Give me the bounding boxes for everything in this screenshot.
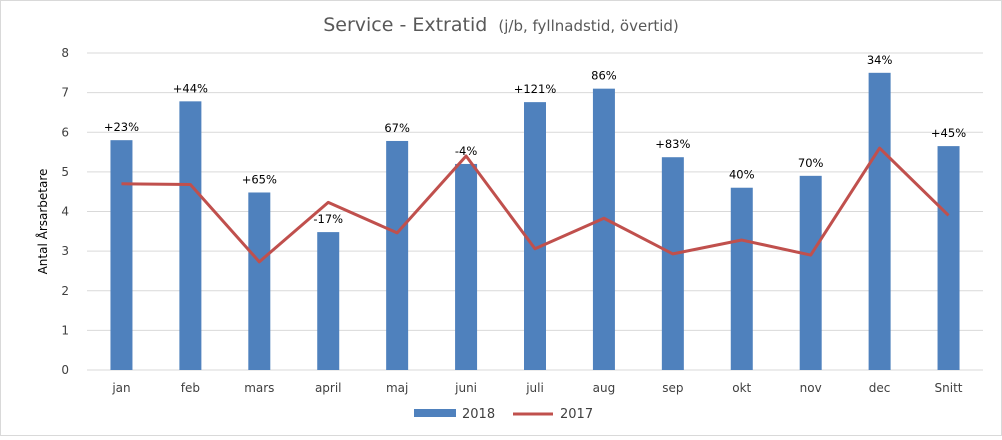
data-label-maj: 67% [384,121,410,135]
line-series-2017 [121,146,950,264]
x-tick-label: juni [454,381,477,395]
bar-2018-nov [799,175,822,370]
x-tick-label: maj [386,381,408,395]
bar-2018-feb [179,101,202,370]
y-axis-ticks: 0 1 2 3 4 5 6 7 8 [61,46,69,377]
chart-title: Service - Extratid (j/b, fyllnadstid, öv… [323,14,679,36]
bar-series-2018 [110,72,960,370]
bar-2018-sep [661,157,684,370]
bar-2018-dec [868,72,891,370]
y-axis-label: Antal Årsarbetare [35,169,50,275]
y-tick-label: 2 [61,284,69,298]
chart-title-main: Service - Extratid [323,14,487,36]
line-2017-path [121,146,950,264]
bar-2018-juni [455,163,478,370]
bar-2018-aug [592,88,615,370]
y-tick-label: 4 [61,205,69,219]
x-tick-label: nov [800,381,822,395]
x-tick-label: mars [244,381,274,395]
bar-2018-jan [110,140,133,370]
legend: 2018 2017 [414,407,593,422]
data-label-sep: +83% [655,137,690,151]
y-tick-label: 5 [61,165,69,179]
bar-2018-juli [524,102,546,370]
x-tick-label: jan [111,381,130,395]
y-tick-label: 8 [61,46,69,60]
x-tick-label: feb [181,381,200,395]
data-label-aug: 86% [591,69,617,83]
x-tick-label: Snitt [935,381,963,395]
x-tick-label: sep [662,381,683,395]
y-tick-label: 1 [61,323,69,337]
legend-label-2017: 2017 [560,407,593,422]
y-tick-label: 3 [61,244,69,258]
bar-2018-maj [386,140,409,370]
data-label-feb: +44% [173,81,208,95]
bar-2018-okt [730,187,753,370]
x-tick-label: juli [525,381,544,395]
x-tick-label: april [315,381,342,395]
x-tick-label: aug [593,381,616,395]
y-tick-label: 7 [61,86,69,100]
bar-2018-april [317,232,340,370]
x-tick-label: okt [732,381,751,395]
x-tick-label: dec [869,381,891,395]
legend-swatch-2018 [414,409,456,417]
data-label-april: -17% [313,212,343,226]
x-axis-ticks: jan feb mars april maj juni juli aug sep okt nov de… [111,381,963,395]
bar-2018-mars [248,192,271,370]
data-label-mars: +65% [242,172,277,186]
y-tick-label: 6 [61,125,69,139]
data-label-nov: 70% [798,156,824,170]
y-tick-label: 0 [61,363,69,377]
chart-title-subtitle: (j/b, fyllnadstid, övertid) [498,17,678,35]
bar-2018-Snitt [937,146,960,370]
data-label-okt: 40% [729,168,755,182]
data-label-jan: +23% [104,120,139,134]
legend-label-2018: 2018 [462,407,495,422]
data-label-juli: +121% [514,82,557,96]
data-labels: +23% +44% +65% -17% 67% -4% +121% 86% +83% 40% 70%… [104,53,966,226]
data-label-dec: 34% [867,53,893,67]
data-label-Snitt: +45% [931,126,966,140]
data-label-juni: -4% [455,144,477,158]
